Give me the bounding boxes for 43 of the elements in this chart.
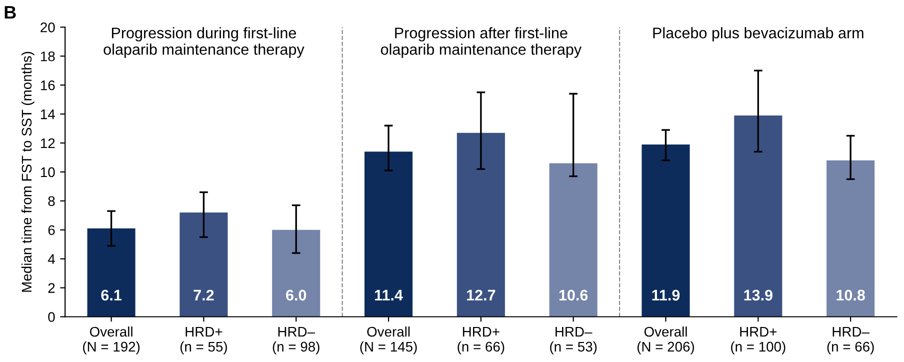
x-tick-label: HRD+ (n = 66) (458, 326, 504, 354)
y-tick-label: 4 (48, 254, 55, 264)
bar (642, 144, 690, 317)
x-tick-label: Overall (N = 206) (637, 326, 694, 354)
x-tick-label: HRD– (n = 53) (550, 326, 597, 354)
bar (826, 160, 875, 317)
y-tick-label: 14 (40, 110, 55, 120)
bar (549, 163, 598, 317)
annotation: Progression during first-line olaparib maintenance therapy (104, 27, 304, 58)
data-label: 12.7 (467, 290, 496, 300)
bar (456, 132, 505, 317)
data-label: 11.4 (375, 290, 403, 300)
data-label: 6.0 (286, 290, 306, 301)
x-tick-label: HRD– (n = 66) (827, 326, 874, 354)
bar (272, 230, 320, 317)
data-label: 10.8 (836, 290, 865, 301)
y-tick-label: 12 (40, 138, 55, 148)
x-tick-label: Overall (N = 192) (83, 326, 140, 354)
x-tick-label: Overall (N = 145) (360, 326, 417, 354)
x-tick-label: HRD+ (n = 100) (731, 326, 786, 354)
data-label: 11.9 (652, 290, 680, 301)
y-tick-label: 2 (48, 283, 55, 293)
y-axis-title: Median time from FST to SST (months) (21, 52, 34, 292)
bar (87, 228, 136, 317)
bar (180, 212, 228, 317)
y-tick-label: 6 (48, 225, 55, 236)
annotation: Placebo plus bevacizumab arm (653, 27, 864, 42)
annotation: Progression after first-line olaparib maintenance therapy (380, 27, 582, 58)
y-tick-label: 18 (40, 51, 55, 62)
y-tick-label: 16 (40, 80, 55, 90)
y-tick-label: 0 (48, 312, 55, 322)
y-tick-label: 20 (40, 22, 55, 32)
data-label: 6.1 (101, 290, 122, 301)
data-label: 13.9 (744, 290, 772, 301)
y-tick-label: 10 (40, 167, 55, 178)
text: B (4, 6, 16, 19)
y-tick-label: 8 (48, 196, 55, 206)
data-label: 10.6 (559, 290, 588, 301)
bar (734, 115, 782, 317)
bar (364, 152, 413, 317)
x-tick-label: HRD– (n = 98) (272, 326, 320, 354)
x-tick-label: HRD+ (n = 55) (180, 326, 227, 354)
data-label: 7.2 (194, 290, 214, 300)
